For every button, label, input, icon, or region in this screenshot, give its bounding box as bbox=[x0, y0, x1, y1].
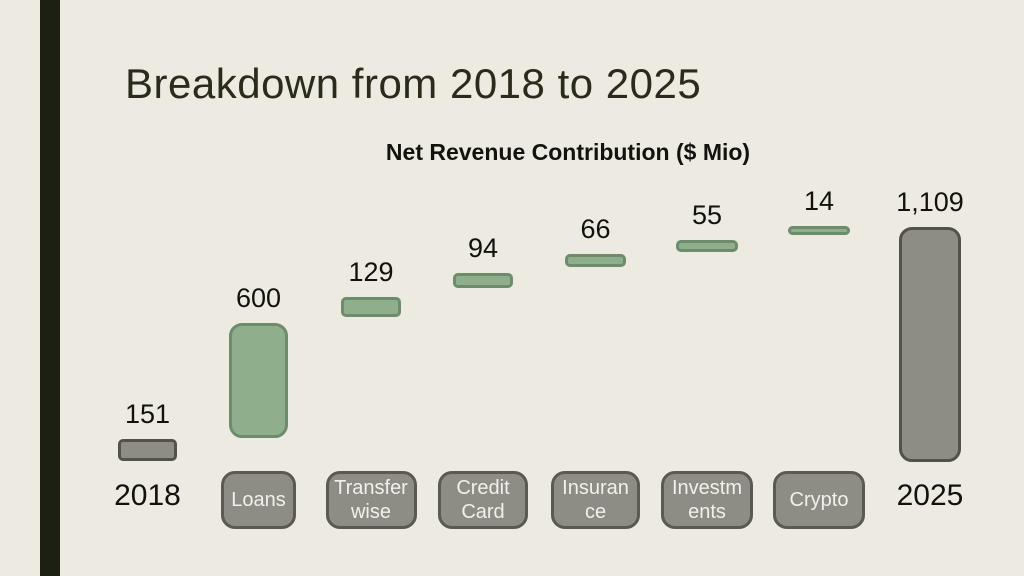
bar-insurance bbox=[565, 254, 626, 267]
category-box-insurance: Insuran ce bbox=[551, 471, 640, 529]
category-box-transferwise: Transfer wise bbox=[325, 471, 417, 529]
value-label-crypto: 14 bbox=[803, 186, 835, 216]
bar-2025 bbox=[899, 227, 961, 462]
bar-credit-card bbox=[453, 273, 513, 288]
category-box-credit-card: Credit Card bbox=[438, 471, 528, 529]
bar-crypto bbox=[788, 226, 850, 235]
bar-transferwise bbox=[341, 297, 401, 317]
category-box-loans: Loans bbox=[221, 471, 296, 529]
bar-loans bbox=[229, 323, 288, 438]
value-label-2018: 151 bbox=[124, 399, 171, 429]
value-label-investments: 55 bbox=[691, 200, 723, 230]
axis-label-2025: 2025 bbox=[896, 479, 964, 512]
value-label-loans: 600 bbox=[235, 283, 282, 313]
bar-investments bbox=[676, 240, 738, 252]
category-box-investments: Investm ents bbox=[661, 471, 753, 529]
chart-title: Net Revenue Contribution ($ Mio) bbox=[385, 139, 751, 165]
category-box-crypto: Crypto bbox=[773, 471, 865, 529]
left-accent-bar bbox=[40, 0, 60, 576]
value-label-transferwise: 129 bbox=[348, 257, 394, 287]
slide-title: Breakdown from 2018 to 2025 bbox=[125, 60, 702, 107]
value-label-credit-card: 94 bbox=[467, 233, 499, 263]
axis-label-2018: 2018 bbox=[114, 479, 181, 512]
bar-2018 bbox=[118, 439, 177, 461]
value-label-2025: 1,109 bbox=[896, 187, 964, 217]
value-label-insurance: 66 bbox=[580, 214, 611, 244]
